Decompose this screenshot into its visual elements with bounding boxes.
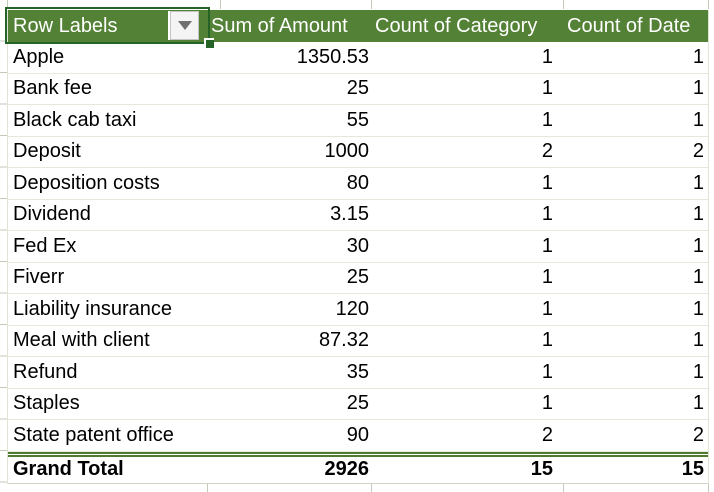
pivot-data-row: Deposit 1000 2 2 [8,136,708,168]
date-count-cell[interactable]: 1 [692,297,704,320]
row-label-cell[interactable]: Dividend [13,203,91,226]
sheet-gridline-stub [708,0,709,9]
pivot-data-row: Meal with client 87.32 1 1 [8,325,708,357]
date-count-cell[interactable]: 1 [692,171,704,194]
count-of-category-header-label: Count of Category [375,14,538,37]
category-count-cell[interactable]: 1 [541,234,553,257]
sheet-gridline-stub [371,0,372,9]
pivot-data-row: Staples 25 1 1 [8,388,708,420]
count-of-category-header-cell[interactable]: Count of Category [372,10,564,42]
date-count-cell[interactable]: 2 [692,140,704,163]
dropdown-arrow-icon [177,21,192,30]
row-label-cell[interactable]: Black cab taxi [13,108,137,131]
row-label-cell[interactable]: Fiverr [13,266,65,289]
left-gridline-strip [0,10,7,483]
date-count-cell[interactable]: 1 [692,77,704,100]
sum-amount-cell[interactable]: 30 [346,234,369,257]
row-label-cell[interactable]: Bank fee [13,77,92,100]
date-count-cell[interactable]: 2 [692,423,704,446]
row-label-cell[interactable]: Refund [13,360,78,383]
grand-total-row: Grand Total 2926 15 15 [8,451,708,483]
pivot-data-row: Deposition costs 80 1 1 [8,168,708,200]
grand-total-date-count-cell[interactable]: 15 [681,458,704,480]
sum-amount-cell[interactable]: 87.32 [318,329,369,352]
sum-amount-cell[interactable]: 3.15 [330,203,369,226]
sum-amount-cell[interactable]: 90 [346,423,369,446]
sum-amount-cell[interactable]: 120 [335,297,369,320]
sum-amount-cell[interactable]: 1000 [324,140,370,163]
category-count-cell[interactable]: 1 [541,360,553,383]
fill-handle[interactable] [204,38,214,48]
sheet-gridline-stub [7,0,8,7]
row-labels-filter-button[interactable] [170,11,199,40]
pivot-rows: Apple 1350.53 1 1 Bank fee 25 1 1 Black … [8,42,708,452]
category-count-cell[interactable]: 2 [541,423,553,446]
sheet-gridline-stub [563,0,564,9]
date-count-cell[interactable]: 1 [692,360,704,383]
date-count-cell[interactable]: 1 [692,203,704,226]
date-count-cell[interactable]: 1 [692,234,704,257]
category-count-cell[interactable]: 1 [541,266,553,289]
category-count-cell[interactable]: 1 [541,297,553,320]
count-of-date-header-cell[interactable]: Count of Date [564,10,708,42]
row-label-cell[interactable]: Deposition costs [13,171,160,194]
date-count-cell[interactable]: 1 [692,392,704,415]
row-labels-header-cell[interactable]: Row Labels [8,10,208,42]
sheet-gridline-stub [563,483,564,492]
category-count-cell[interactable]: 1 [541,108,553,131]
sheet-gridline-stub [220,0,221,9]
sum-amount-cell[interactable]: 25 [346,77,369,100]
sum-amount-cell[interactable]: 35 [346,360,369,383]
category-count-cell[interactable]: 1 [541,329,553,352]
sheet-gridline-stub [708,483,709,492]
grand-total-amount-cell[interactable]: 2926 [324,458,370,480]
pivot-data-row: Bank fee 25 1 1 [8,73,708,105]
row-labels-header-label: Row Labels [13,14,118,37]
row-label-cell[interactable]: Apple [13,45,65,68]
row-label-cell[interactable]: Fed Ex [13,234,77,257]
date-count-cell[interactable]: 1 [692,329,704,352]
pivot-header-row: Row Labels Sum of Amount Count of Catego… [8,10,708,42]
pivot-data-row: Refund 35 1 1 [8,357,708,389]
category-count-cell[interactable]: 1 [541,77,553,100]
sum-of-amount-header-label: Sum of Amount [211,14,348,37]
pivot-data-row: Liability insurance 120 1 1 [8,294,708,326]
category-count-cell[interactable]: 1 [541,392,553,415]
row-label-cell[interactable]: Staples [13,392,80,415]
row-label-cell[interactable]: Liability insurance [13,297,172,320]
date-count-cell[interactable]: 1 [692,108,704,131]
sum-amount-cell[interactable]: 1350.53 [296,45,369,68]
pivot-data-row: Apple 1350.53 1 1 [8,42,708,74]
category-count-cell[interactable]: 2 [541,140,553,163]
pivot-data-row: Fed Ex 30 1 1 [8,231,708,263]
pivot-data-row: State patent office 90 2 2 [8,420,708,452]
count-of-date-header-label: Count of Date [567,14,691,37]
date-count-cell[interactable]: 1 [692,266,704,289]
sheet-gridline-stub [207,483,208,492]
date-count-cell[interactable]: 1 [692,45,704,68]
grand-total-category-count-cell[interactable]: 15 [530,458,553,480]
pivot-data-row: Black cab taxi 55 1 1 [8,105,708,137]
pivot-data-row: Fiverr 25 1 1 [8,262,708,294]
sheet-gridline-stub [371,483,372,492]
grand-total-label-cell[interactable]: Grand Total [13,458,124,480]
pivot-data-row: Dividend 3.15 1 1 [8,199,708,231]
category-count-cell[interactable]: 1 [541,203,553,226]
row-label-cell[interactable]: State patent office [13,423,174,446]
row-label-cell[interactable]: Deposit [13,140,81,163]
sum-amount-cell[interactable]: 80 [346,171,369,194]
sum-of-amount-header-cell[interactable]: Sum of Amount [208,10,372,42]
pivot-table: Row Labels Sum of Amount Count of Catego… [7,10,709,484]
sum-amount-cell[interactable]: 25 [346,392,369,415]
row-label-cell[interactable]: Meal with client [13,329,150,352]
sum-amount-cell[interactable]: 55 [346,108,369,131]
sum-amount-cell[interactable]: 25 [346,266,369,289]
category-count-cell[interactable]: 1 [541,171,553,194]
category-count-cell[interactable]: 1 [541,45,553,68]
